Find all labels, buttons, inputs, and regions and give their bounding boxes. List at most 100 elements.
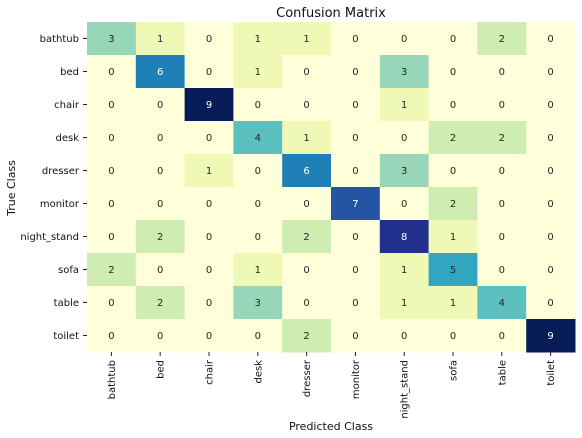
heatmap-value-9-0: 0 [108,331,114,342]
heatmap-value-2-9: 0 [547,100,553,111]
heatmap-cell-2-2 [184,88,234,122]
heatmap-cell-5-6 [379,187,430,221]
heatmap-value-1-4: 0 [303,67,309,78]
heatmap-value-7-2: 0 [206,265,212,276]
heatmap-value-0-8: 2 [499,34,505,45]
heatmap-cell-6-0 [87,220,137,254]
heatmap-cell-3-5 [331,121,381,155]
heatmap-cell-3-3 [233,121,283,155]
heatmap-cell-1-6 [379,55,430,89]
heatmap-value-2-2: 9 [206,100,212,111]
heatmap-cell-0-7 [428,22,478,56]
heatmap-value-7-5: 0 [352,265,358,276]
x-tick-label-9: toilet [546,360,557,386]
heatmap-cell-3-1 [135,121,186,155]
heatmap-value-7-0: 2 [108,265,114,276]
heatmap-cell-1-9 [526,55,576,89]
axis-labels: Predicted Class True Class [5,160,373,433]
heatmap-cell-3-6 [379,121,430,155]
heatmap-cell-8-8 [477,286,527,320]
x-tick-label-7: sofa [449,360,460,381]
heatmap-value-7-6: 1 [401,265,407,276]
title-layer: Confusion Matrix [276,6,386,21]
heatmap-cell-2-6 [379,88,430,122]
heatmap-cell-8-2 [184,286,234,320]
heatmap-cell-5-3 [233,187,283,221]
heatmap-value-8-7: 1 [450,298,456,309]
x-tick-label-1: bed [156,360,167,379]
heatmap-value-8-2: 0 [206,298,212,309]
heatmap-value-5-6: 0 [401,199,407,210]
heatmap-cell-9-8 [477,319,527,353]
heatmap-cell-6-7 [428,220,478,254]
heatmap-cell-9-3 [233,319,283,353]
heatmap-value-6-1: 2 [157,232,163,243]
heatmap-value-8-8: 4 [499,298,505,309]
heatmap-cell-1-5 [331,55,381,89]
heatmap-value-6-7: 1 [450,232,456,243]
chart-title: Confusion Matrix [276,6,386,21]
heatmap-cell-7-7 [428,253,478,287]
heatmap-value-1-3: 1 [255,67,261,78]
heatmap-value-1-5: 0 [352,67,358,78]
heatmap-cell-7-1 [135,253,186,287]
x-tick-label-0: bathtub [107,360,118,399]
heatmap-value-6-3: 0 [255,232,261,243]
heatmap-cell-5-0 [87,187,137,221]
heatmap-value-0-9: 0 [547,34,553,45]
heatmap-value-2-3: 0 [255,100,261,111]
heatmap-cell-3-2 [184,121,234,155]
heatmap-value-0-1: 1 [157,34,163,45]
heatmap-value-4-6: 3 [401,166,407,177]
heatmap-cell-3-8 [477,121,527,155]
heatmap-value-9-9: 9 [547,331,553,342]
heatmap-cell-8-3 [233,286,283,320]
x-tick-label-6: night_stand [400,360,411,419]
x-axis-label: Predicted Class [289,420,373,433]
heatmap-cell-labels: 3 1 0 1 1 0 0 0 2 0 0 6 0 1 0 0 3 0 0 0 0 0 9 0 0 0 1 0 0 0 0 0 0 4 1 0 0 2 2 0… [108,34,554,342]
heatmap-cell-0-8 [477,22,527,56]
heatmap-value-5-2: 0 [206,199,212,210]
heatmap-value-4-7: 0 [450,166,456,177]
heatmap-cell-1-2 [184,55,234,89]
heatmap-value-4-9: 0 [547,166,553,177]
heatmap-cell-2-8 [477,88,527,122]
heatmap-cell-4-6 [379,154,430,188]
heatmap-value-3-8: 2 [499,133,505,144]
heatmap-value-3-7: 2 [450,133,456,144]
x-tick-label-3: desk [253,360,264,384]
y-tick-label-6: night_stand [20,232,79,243]
heatmap-value-3-3: 4 [255,133,261,144]
heatmap-cell-4-8 [477,154,527,188]
heatmap-cell-4-9 [526,154,576,188]
heatmap-value-1-1: 6 [157,67,163,78]
heatmap-value-5-8: 0 [499,199,505,210]
heatmap-value-1-7: 0 [450,67,456,78]
heatmap-value-6-2: 0 [206,232,212,243]
heatmap-cell-2-3 [233,88,283,122]
heatmap-cell-4-1 [135,154,186,188]
heatmap-value-2-5: 0 [352,100,358,111]
y-tick-label-3: desk [55,133,79,144]
heatmap-cell-0-0 [87,22,137,56]
heatmap-value-3-6: 0 [401,133,407,144]
heatmap-cell-8-5 [331,286,381,320]
heatmap-value-6-8: 0 [499,232,505,243]
heatmap-cell-5-2 [184,187,234,221]
heatmap-cell-6-9 [526,220,576,254]
heatmap-cell-5-5 [331,187,381,221]
heatmap-value-4-3: 0 [255,166,261,177]
heatmap-value-6-5: 0 [352,232,358,243]
heatmap-cell-6-4 [282,220,332,254]
heatmap-value-7-8: 0 [499,265,505,276]
heatmap-cell-4-5 [331,154,381,188]
y-tick-label-2: chair [54,100,80,111]
heatmap-cell-6-5 [331,220,381,254]
heatmap-cell-0-1 [135,22,186,56]
heatmap-cell-6-3 [233,220,283,254]
heatmap-cell-8-6 [379,286,430,320]
heatmap-cell-5-4 [282,187,332,221]
heatmap-value-1-8: 0 [499,67,505,78]
heatmap-value-4-4: 6 [303,166,309,177]
